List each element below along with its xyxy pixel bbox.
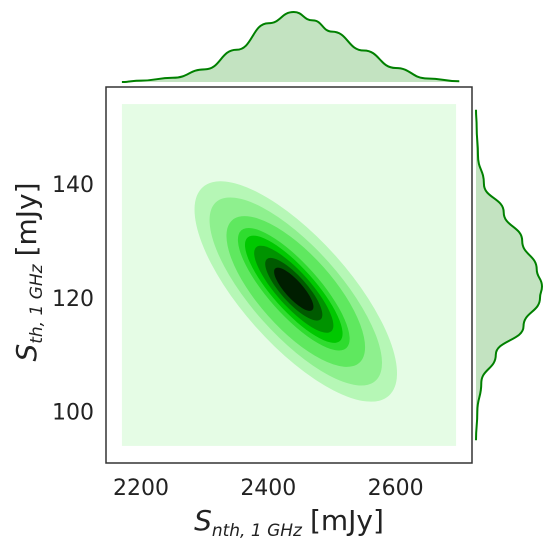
x-axis-label: Snth, 1 GHz [mJy]	[194, 504, 384, 541]
y-marginal-fill	[476, 109, 542, 441]
main-plot	[105, 86, 473, 464]
plot-frame	[105, 86, 473, 464]
y-marginal-line	[475, 109, 544, 441]
right-marginal-kde	[475, 109, 544, 441]
y-tick-label-140: 140	[52, 173, 94, 198]
x-tick-label-2600: 2600	[368, 476, 424, 501]
y-tick-label-100: 100	[52, 401, 94, 426]
y-axis: 140 120 100 Sth, 1 GHz[mJy]	[10, 173, 94, 426]
density-contours	[194, 181, 398, 402]
x-marginal-fill	[121, 12, 460, 82]
x-tick-label-2400: 2400	[240, 476, 296, 501]
density-contour-level-8	[274, 267, 314, 311]
top-marginal-kde	[121, 10, 460, 83]
x-marginal-line	[121, 10, 460, 83]
x-axis: 2200 2400 2600 Snth, 1 GHz [mJy]	[113, 476, 424, 541]
y-axis-label: Sth, 1 GHz[mJy]	[10, 182, 47, 361]
x-tick-label-2200: 2200	[113, 476, 169, 501]
y-tick-label-120: 120	[52, 287, 94, 312]
